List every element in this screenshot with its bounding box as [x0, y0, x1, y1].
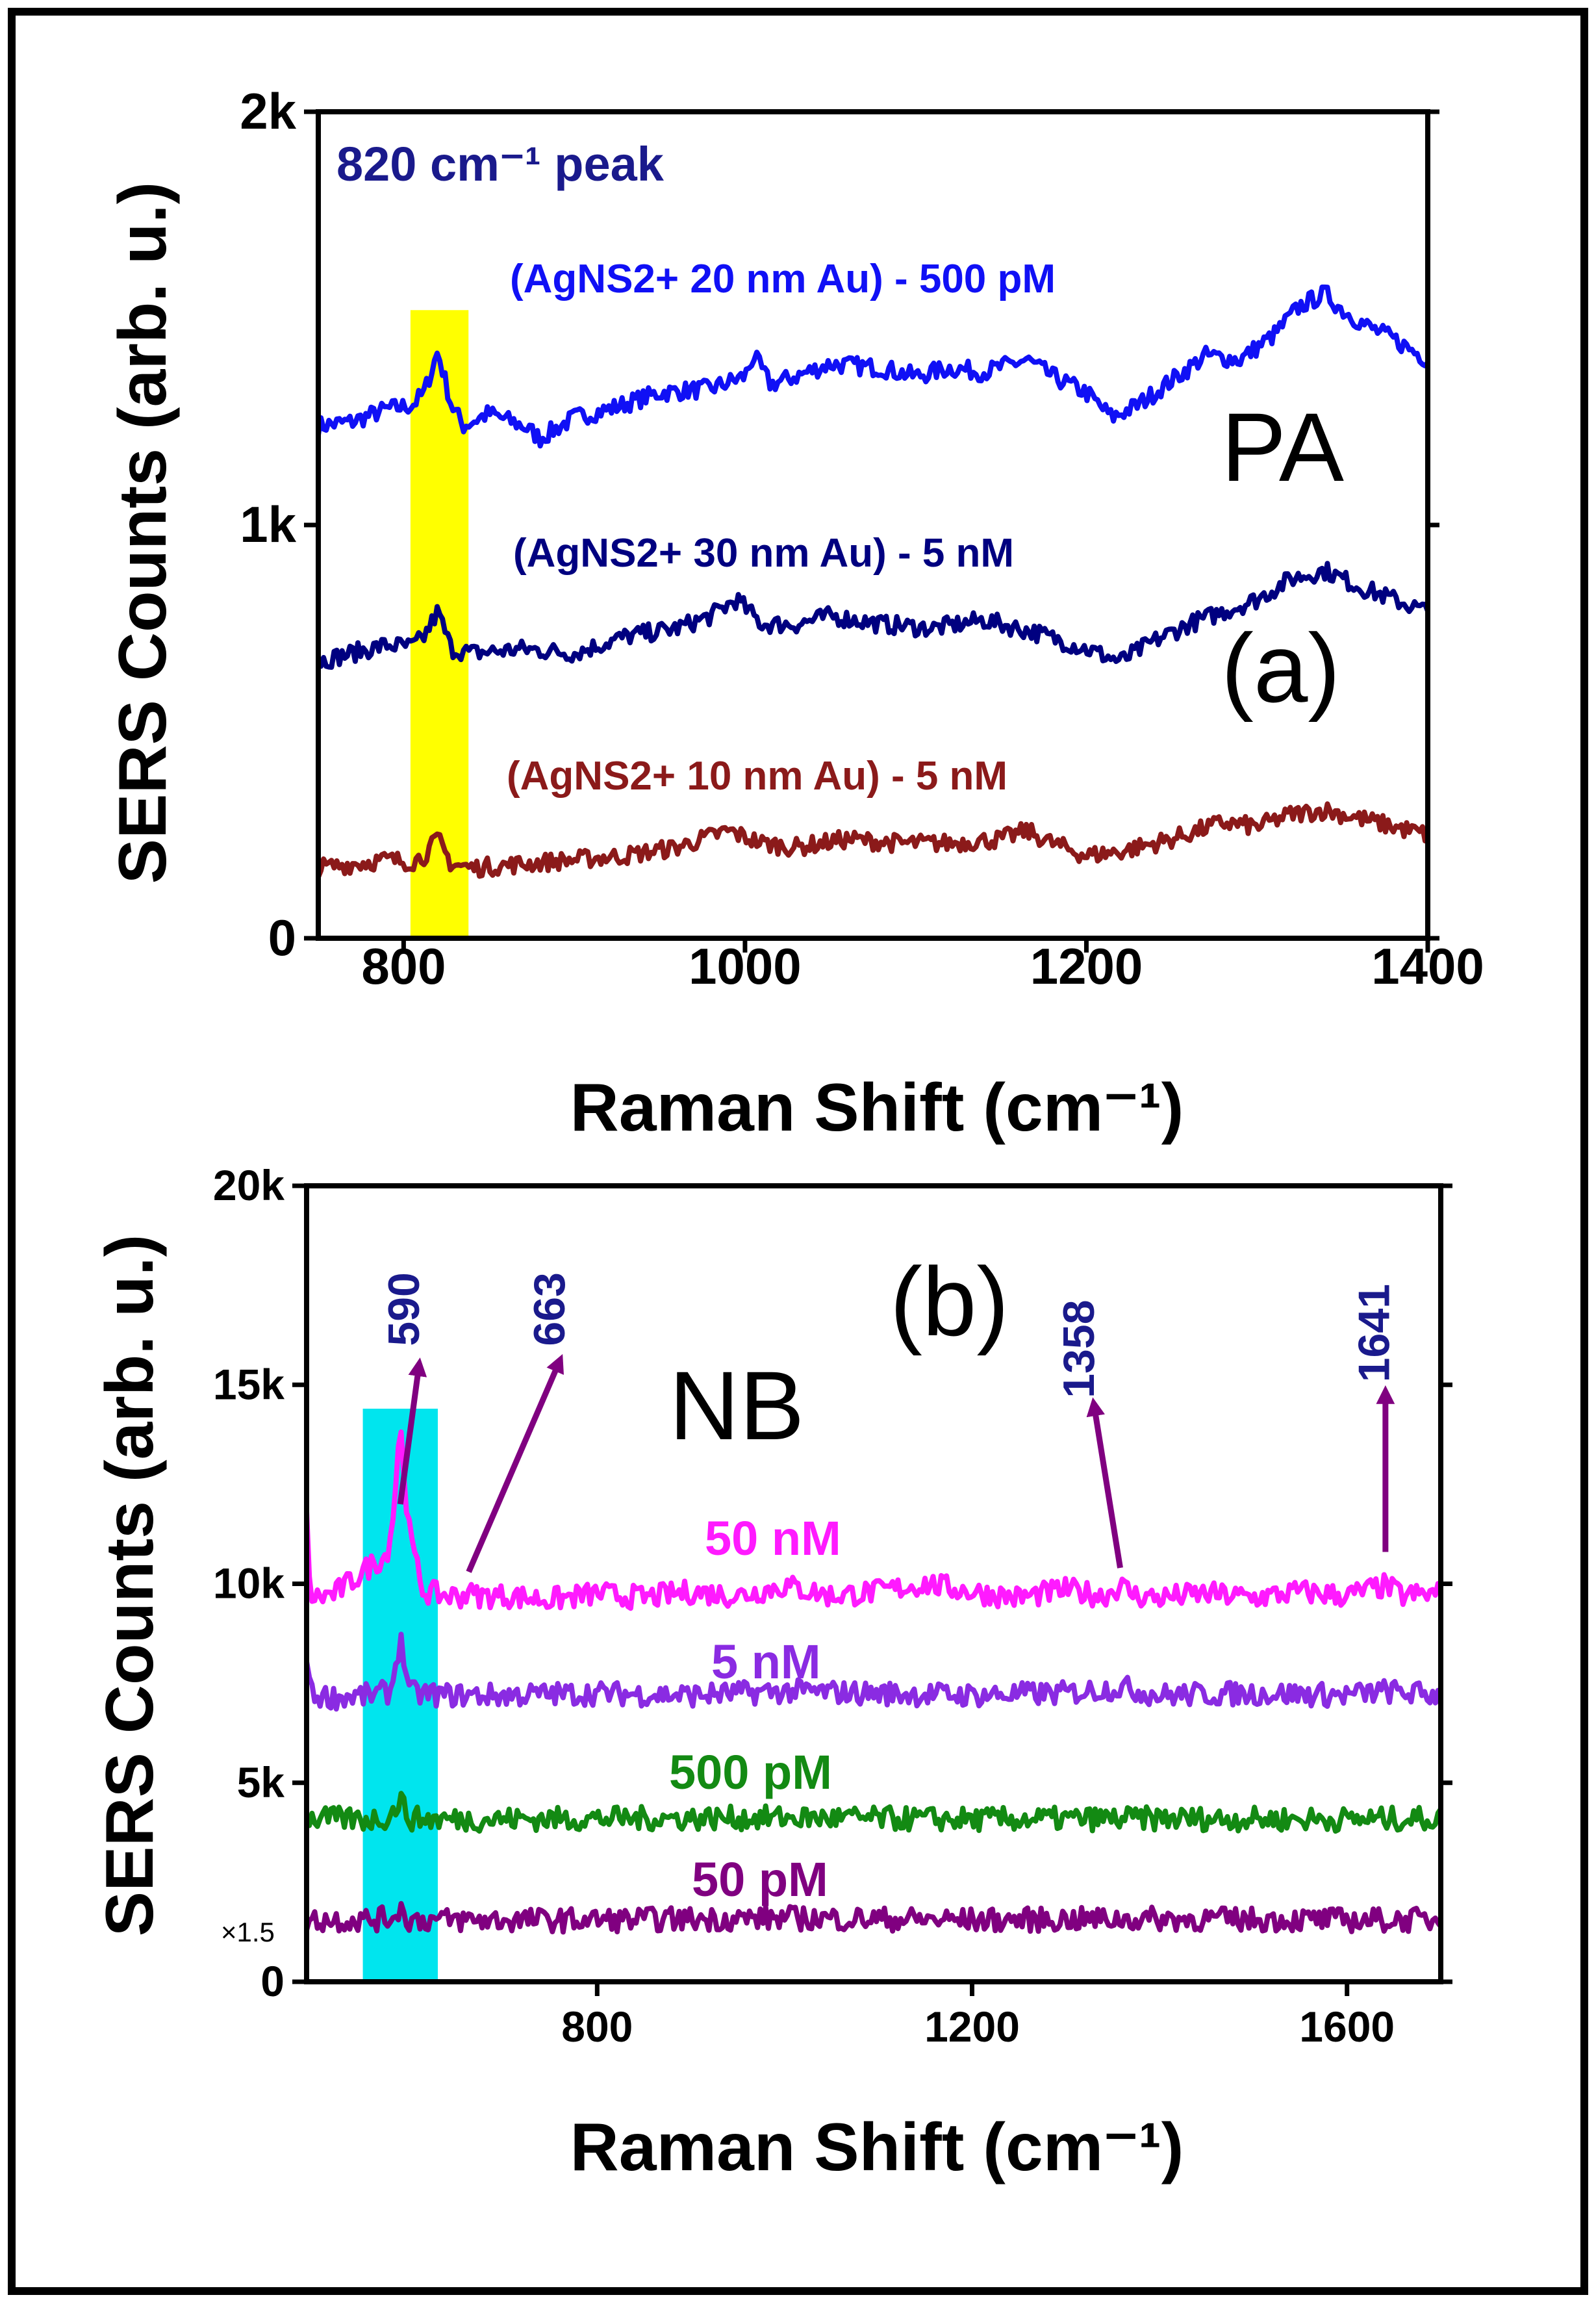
panel-a-x-tick-label: 1400 [1371, 938, 1484, 995]
panel-b-peak-label-1641: 1641 [1350, 1284, 1399, 1382]
panel-b-x-tick-label: 800 [561, 2003, 633, 2051]
panel-a-peak-note: 820 cm⁻¹ peak [336, 137, 665, 191]
panel-a-series-line-1 [316, 561, 1430, 670]
panel-b-series-line-0 [304, 1429, 1443, 1611]
panel-a-y-axis-title: SERS Counts (arb. u.) [105, 182, 181, 884]
panel-a-series-label-2: (AgNS2+ 10 nm Au) - 5 nM [507, 754, 1007, 799]
panel-b-peak-arrow-590 [397, 1357, 427, 1505]
panel-a-y-tick-label: 2k [240, 83, 296, 140]
panel-a-x-tick-label: 1200 [1030, 938, 1143, 995]
panel-a: 800 1000 1200 1400 0 1k 2k 820 cm⁻¹ peak (AgNS… [105, 83, 1484, 1146]
panel-a-y-tick-label: 1k [240, 496, 296, 553]
panel-a-highlight-band [410, 310, 469, 938]
panel-b-peak-label-590: 590 [379, 1272, 429, 1346]
panel-b-series-line-3 [304, 1901, 1443, 1935]
panel-b-series-label-1: 5 nM [711, 1635, 821, 1689]
panel-a-series-group [316, 284, 1430, 879]
panel-a-series-label-1: (AgNS2+ 30 nm Au) - 5 nM [513, 531, 1014, 576]
panel-a-y-tick-label: 0 [268, 909, 296, 966]
panel-a-x-tick-label: 800 [361, 938, 446, 995]
panel-b-series-label-3: 50 pM [692, 1852, 828, 1906]
panel-b-molecule-label: NB [669, 1351, 804, 1460]
figure-border [8, 8, 1588, 2295]
panel-b-scale-note: ×1.5 [221, 1917, 275, 1947]
panel-b-y-tick-label: 15k [213, 1360, 285, 1408]
panel-b-peak-label-1358: 1358 [1054, 1300, 1104, 1398]
panel-b-x-tick-label: 1200 [924, 2003, 1020, 2051]
panel-b-series-group [304, 1429, 1443, 1935]
panel-a-x-axis-title: Raman Shift (cm⁻¹) [570, 1070, 1184, 1146]
panel-a-peak-note-text: 820 cm⁻¹ peak [336, 137, 665, 191]
panel-b-peak-arrow-1358 [1086, 1397, 1123, 1569]
panel-b-peak-arrows: 590 663 1358 1641 [379, 1272, 1399, 1573]
panel-a-panel-label: (a) [1221, 613, 1340, 723]
panel-b-y-tick-label: 0 [260, 1957, 285, 2005]
panel-b-series-label-0: 50 nM [705, 1511, 841, 1565]
panel-a-series-label-0: (AgNS2+ 20 nm Au) - 500 pM [510, 257, 1056, 301]
panel-b-series-line-1 [304, 1632, 1443, 1712]
panel-b-y-tick-label: 5k [237, 1758, 285, 1806]
panel-b-y-tick-label: 20k [213, 1161, 285, 1209]
panel-a-series-line-2 [316, 801, 1430, 879]
panel-b-x-tick-label: 1600 [1299, 2003, 1395, 2051]
panel-b-y-tick-label: 10k [213, 1559, 285, 1608]
panel-b-peak-label-663: 663 [525, 1272, 574, 1346]
panel-b-peak-arrow-663 [466, 1353, 564, 1573]
panel-a-ticks: 800 1000 1200 1400 0 1k 2k [240, 83, 1484, 995]
panel-b-y-axis-title: SERS Counts (arb. u.) [92, 1235, 168, 1936]
panel-a-highlight-rect [410, 310, 469, 938]
panel-b-series-line-2 [304, 1791, 1443, 1834]
panel-b-ticks: 800 1200 1600 0 5k 10k 15k 20k [213, 1161, 1452, 2051]
panel-a-series-line-0 [316, 284, 1430, 449]
panel-b-x-axis-title: Raman Shift (cm⁻¹) [570, 2110, 1184, 2185]
panel-b-panel-label: (b) [890, 1247, 1009, 1356]
panel-a-x-tick-label: 1000 [689, 938, 802, 995]
panel-b-series-label-2: 500 pM [669, 1745, 832, 1799]
panel-b: 800 1200 1600 0 5k 10k 15k 20k 590 663 1358 1641 N… [92, 1161, 1452, 2185]
panel-a-plot-frame [316, 109, 1430, 941]
panel-a-molecule-label: PA [1221, 392, 1344, 502]
